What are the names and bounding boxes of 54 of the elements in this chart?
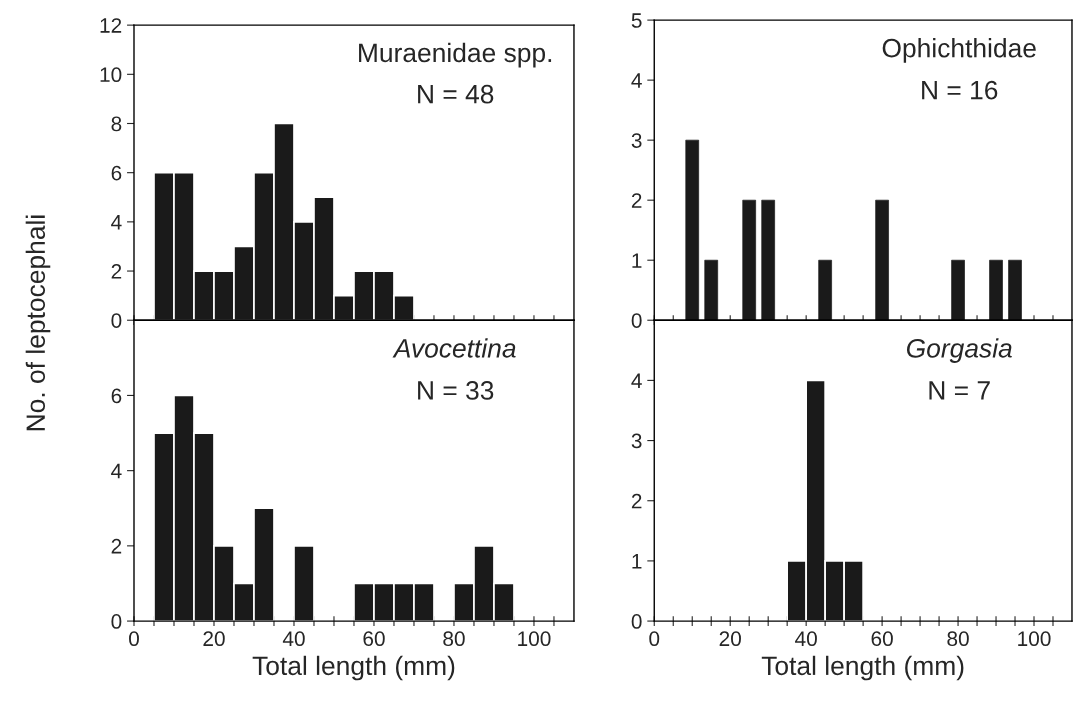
x-tick-label: 20 (719, 631, 741, 647)
bar (761, 199, 775, 321)
y-tick-label: 3 (631, 133, 642, 148)
y-tick-label: 1 (632, 253, 642, 268)
text: N = 33 (418, 381, 494, 400)
x-tick-label: 60 (871, 631, 893, 647)
y-tick-label: 2 (111, 538, 122, 554)
text: N = 7 (929, 381, 990, 400)
y-tick-label: 8 (111, 116, 122, 132)
bar (989, 259, 1003, 321)
bar (818, 259, 832, 321)
x-tick-label: 100 (518, 631, 551, 647)
y-tick-label: 4 (111, 463, 122, 479)
bar (951, 259, 965, 321)
y-tick-label: 6 (111, 165, 122, 181)
y-tick-label: 10 (100, 67, 122, 83)
bar (1008, 259, 1022, 321)
bar (685, 139, 700, 321)
y-tick-label: 4 (111, 215, 122, 230)
x-tick-label: 0 (649, 631, 660, 647)
text: N = 16 (922, 80, 998, 100)
text: N = 48 (418, 84, 494, 104)
y-axis-title: No. of leptocephali (25, 215, 51, 431)
x-tick-label: 100 (1018, 631, 1051, 647)
y-tick-label: 4 (631, 73, 642, 88)
y-tick-label: 6 (111, 388, 122, 404)
x-tick-label: 80 (443, 631, 465, 647)
bar (875, 199, 889, 321)
text: Avocettina (392, 338, 516, 358)
bar (742, 199, 756, 321)
x-tick-label: 60 (363, 631, 385, 647)
y-tick-label: 12 (100, 18, 122, 33)
x-axis-title: Total length (mm) (252, 655, 455, 681)
text: Muraenidae spp. (359, 42, 552, 68)
y-tick-label: 2 (631, 193, 642, 208)
bar (704, 259, 719, 321)
y-tick-label: 0 (631, 313, 642, 328)
text: Gorgasia (906, 338, 1012, 363)
text: Ophichthidae (882, 38, 1036, 63)
y-tick-label: 3 (631, 433, 642, 449)
x-tick-label: 80 (947, 631, 969, 647)
y-tick-label: 5 (631, 13, 642, 28)
x-axis-title: Total length (mm) (761, 655, 964, 681)
y-tick-label: 1 (632, 554, 642, 569)
y-tick-label: 0 (111, 313, 122, 328)
y-tick-label: 2 (111, 264, 122, 279)
x-tick-label: 20 (203, 631, 225, 647)
y-tick-label: 0 (631, 614, 642, 629)
x-tick-label: 40 (282, 631, 305, 647)
x-tick-label: 40 (795, 631, 817, 647)
y-tick-label: 0 (111, 614, 122, 629)
x-tick-label: 0 (129, 631, 139, 647)
y-tick-label: 4 (631, 373, 642, 388)
y-tick-label: 2 (631, 493, 642, 509)
